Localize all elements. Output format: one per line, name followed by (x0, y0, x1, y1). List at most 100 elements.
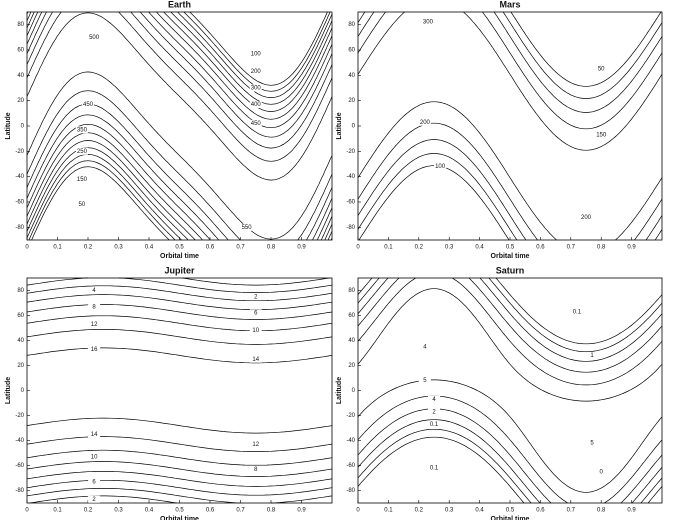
contour-label: 2 (92, 497, 96, 503)
contour-label: 0.1 (573, 309, 582, 315)
contour-line (26, 294, 333, 487)
x-tick-label: 0.4 (145, 508, 154, 514)
x-tick-label: 0.6 (206, 245, 215, 251)
panel-title: Saturn (496, 265, 525, 275)
contour-label: 150 (596, 132, 607, 138)
contour-line (26, 11, 333, 241)
x-tick-label: 0.9 (297, 508, 306, 514)
contour-label: 450 (251, 121, 262, 127)
label-bg (88, 33, 101, 41)
contour-label: 100 (435, 164, 446, 170)
x-tick-label: 0.5 (506, 245, 515, 251)
y-tick-label: -20 (346, 413, 355, 419)
contour-label: 16 (91, 347, 98, 353)
contour-label: 300 (423, 20, 434, 26)
x-tick-label: 0.8 (267, 508, 276, 514)
x-tick-label: 0.8 (597, 245, 606, 251)
x-tick-label: 0.1 (53, 508, 62, 514)
y-tick-label: 40 (17, 73, 24, 79)
y-tick-label: 80 (348, 288, 355, 294)
x-tick-label: 0.8 (267, 245, 276, 251)
x-tick-label: 0.1 (384, 508, 393, 514)
contour-label: 0 (600, 469, 604, 475)
y-tick-label: -40 (15, 438, 24, 444)
label-bg (249, 100, 262, 108)
contour-line (26, 315, 333, 466)
contour-label: 200 (420, 120, 431, 126)
x-tick-label: 0.4 (475, 245, 484, 251)
contour-line (26, 11, 333, 241)
contour-label: 50 (79, 202, 86, 208)
x-tick-label: 0.2 (84, 508, 93, 514)
x-tick-label: 0.3 (114, 245, 123, 251)
contour-label: 8 (254, 467, 258, 473)
x-tick-label: 0.9 (297, 245, 306, 251)
label-bg (570, 308, 583, 316)
x-tick-label: 0.5 (506, 508, 515, 514)
x-axis-label: Orbital time (160, 253, 199, 260)
y-tick-label: -40 (15, 174, 24, 180)
label-bg (88, 320, 101, 328)
x-tick-label: 0.1 (384, 245, 393, 251)
contour-label: 0.1 (430, 422, 439, 428)
contour-label: 50 (598, 67, 605, 73)
contour-line (26, 11, 333, 241)
label-bg (75, 126, 88, 134)
contour-line (357, 277, 663, 504)
contour-label: 350 (77, 127, 88, 133)
y-tick-label: -80 (15, 488, 24, 494)
label-bg (249, 119, 262, 127)
x-tick-label: 0.4 (145, 245, 154, 251)
y-axis-label: Latitude (5, 112, 12, 139)
contour-label: 12 (91, 322, 98, 328)
y-tick-label: -40 (346, 174, 355, 180)
contour-line (358, 11, 662, 241)
label-bg (418, 377, 431, 384)
y-tick-label: -80 (346, 488, 355, 494)
contour-line (357, 288, 663, 493)
contour-label: 450 (83, 102, 94, 108)
y-tick-label: 0 (352, 388, 356, 394)
y-tick-label: -80 (346, 225, 355, 231)
label-bg (88, 495, 101, 503)
label-bg (434, 163, 447, 171)
y-tick-label: -20 (346, 149, 355, 155)
x-tick-label: 0 (25, 508, 29, 514)
y-tick-label: -60 (15, 200, 24, 206)
contour-line (26, 329, 333, 452)
contour-line (31, 11, 328, 241)
plot-frame (26, 11, 333, 241)
contour-line (26, 11, 333, 241)
y-tick-label: 80 (17, 288, 24, 294)
label-bg (82, 100, 94, 108)
contour-line (26, 11, 333, 241)
label-bg (595, 65, 608, 73)
y-tick-label: 20 (348, 98, 355, 104)
label-bg (88, 345, 101, 353)
label-bg (418, 118, 431, 126)
y-tick-label: -40 (346, 438, 355, 444)
x-tick-label: 0.7 (567, 245, 576, 251)
contour-line (26, 11, 333, 241)
x-axis-label: Orbital time (160, 516, 199, 520)
panel-title: Mars (499, 0, 520, 9)
y-tick-label: 60 (17, 48, 24, 54)
y-axis-label: Latitude (336, 377, 343, 404)
y-tick-label: 60 (348, 48, 355, 54)
plot-frame (357, 11, 663, 241)
contour-line (357, 277, 663, 504)
contour-label: 14 (91, 432, 98, 438)
contour-line (357, 277, 663, 504)
x-tick-label: 0.6 (536, 508, 545, 514)
contour-line (26, 347, 333, 434)
label-bg (249, 355, 262, 363)
y-tick-label: -60 (346, 463, 355, 469)
x-tick-label: 0 (356, 508, 360, 514)
contour-label: 100 (251, 51, 262, 57)
label-bg (240, 223, 253, 231)
panel-title: Earth (168, 0, 191, 9)
contour-line (26, 304, 333, 477)
y-tick-label: 0 (352, 124, 356, 130)
contour-label: 2 (432, 409, 436, 415)
